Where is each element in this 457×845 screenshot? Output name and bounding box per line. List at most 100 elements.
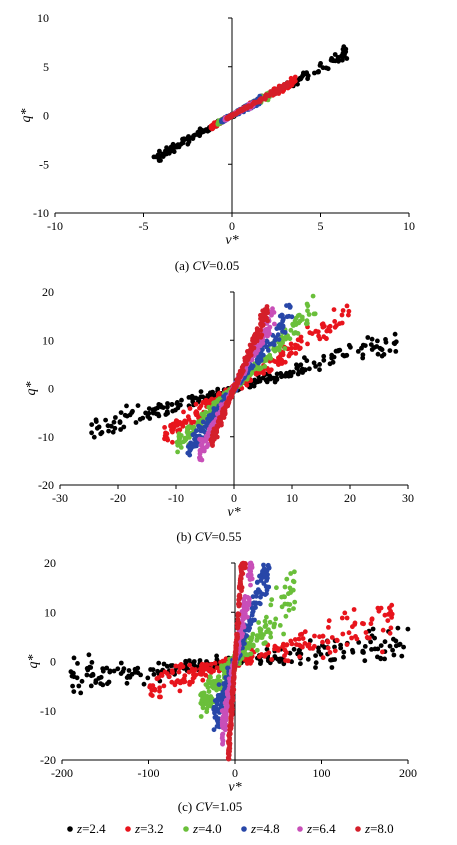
points-group xyxy=(89,293,399,463)
data-point-z=6.4 xyxy=(245,572,251,578)
data-point-z=3.2 xyxy=(289,641,295,647)
data-point-z=3.2 xyxy=(181,409,186,415)
data-point-z=4.0 xyxy=(283,613,289,619)
data-point-z=3.2 xyxy=(164,436,170,441)
data-point-z=2.4 xyxy=(362,658,368,664)
data-point-z=3.2 xyxy=(164,431,170,437)
data-point-z=8.0 xyxy=(240,368,245,373)
data-point-z=2.4 xyxy=(391,652,397,658)
data-point-z=3.2 xyxy=(148,692,154,697)
data-point-z=2.4 xyxy=(90,671,96,677)
data-point-z=3.2 xyxy=(162,425,168,430)
data-point-z=6.4 xyxy=(270,306,275,312)
data-point-z=2.4 xyxy=(121,666,127,672)
data-point-z=2.4 xyxy=(111,419,117,425)
data-point-z=3.2 xyxy=(278,360,283,365)
data-point-z=3.2 xyxy=(327,650,333,655)
data-point-z=2.4 xyxy=(113,415,118,420)
data-point-z=2.4 xyxy=(79,678,85,684)
data-point-z=4.8 xyxy=(250,594,256,600)
data-point-z=2.4 xyxy=(355,349,361,354)
data-point-z=4.0 xyxy=(203,409,209,415)
data-point-z=2.4 xyxy=(257,378,262,384)
data-point-z=2.4 xyxy=(156,660,162,666)
y-axis-label: q* xyxy=(19,109,34,123)
data-point-z=2.4 xyxy=(359,345,364,351)
data-point-z=4.8 xyxy=(214,699,220,705)
data-point-z=3.2 xyxy=(205,400,210,406)
data-point-z=2.4 xyxy=(360,648,366,654)
data-point-z=3.2 xyxy=(388,625,394,631)
data-point-z=3.2 xyxy=(342,610,348,616)
data-point-z=2.4 xyxy=(165,404,170,410)
data-point-z=4.0 xyxy=(287,336,293,342)
legend-label: z=8.0 xyxy=(364,821,394,836)
data-point-z=8.0 xyxy=(219,409,225,414)
data-point-z=4.8 xyxy=(272,338,278,343)
data-point-z=4.0 xyxy=(199,691,204,697)
data-point-z=3.2 xyxy=(181,679,186,685)
data-point-z=8.0 xyxy=(225,751,231,757)
data-point-z=4.0 xyxy=(254,638,260,643)
data-point-z=2.4 xyxy=(383,337,388,342)
data-point-z=4.0 xyxy=(185,424,191,430)
data-point-z=6.4 xyxy=(199,457,205,463)
legend-marker xyxy=(297,826,303,832)
data-point-z=4.8 xyxy=(253,600,259,606)
data-point-z=2.4 xyxy=(190,136,196,142)
data-point-z=8.0 xyxy=(239,588,244,594)
data-point-z=2.4 xyxy=(100,666,106,671)
data-point-z=3.2 xyxy=(344,642,350,647)
data-point-z=8.0 xyxy=(226,739,232,745)
data-point-z=3.2 xyxy=(317,634,322,640)
chart-caption: (c) CV=1.05 xyxy=(178,799,242,814)
data-point-z=4.0 xyxy=(282,346,288,351)
data-point-z=2.4 xyxy=(341,654,346,660)
data-point-z=4.0 xyxy=(311,311,317,317)
data-point-z=2.4 xyxy=(298,661,303,667)
x-tick-label: 5 xyxy=(318,219,324,233)
data-point-z=4.0 xyxy=(262,618,268,624)
data-point-z=8.0 xyxy=(236,601,241,607)
data-point-z=2.4 xyxy=(316,649,322,654)
data-point-z=2.4 xyxy=(316,645,321,651)
data-point-z=4.8 xyxy=(211,727,217,733)
data-point-z=8.0 xyxy=(232,660,238,665)
data-point-z=2.4 xyxy=(375,654,380,660)
data-point-z=8.0 xyxy=(229,703,235,709)
data-point-z=4.0 xyxy=(272,621,277,627)
data-point-z=4.0 xyxy=(267,619,273,625)
data-point-z=4.0 xyxy=(210,680,216,685)
data-point-z=2.4 xyxy=(88,683,94,689)
data-point-z=2.4 xyxy=(156,153,162,159)
data-point-z=2.4 xyxy=(71,670,76,676)
data-point-z=2.4 xyxy=(112,425,118,431)
data-point-z=3.2 xyxy=(320,639,325,645)
data-point-z=3.2 xyxy=(286,353,292,359)
data-point-z=3.2 xyxy=(326,324,332,330)
data-point-z=3.2 xyxy=(248,656,254,662)
data-point-z=4.8 xyxy=(257,353,263,359)
data-point-z=3.2 xyxy=(339,320,345,326)
data-point-z=2.4 xyxy=(317,362,322,367)
data-point-z=4.8 xyxy=(282,330,288,335)
data-point-z=4.0 xyxy=(305,321,310,326)
data-point-z=3.2 xyxy=(175,678,181,683)
data-point-z=2.4 xyxy=(75,661,80,666)
data-point-z=4.8 xyxy=(262,592,268,597)
data-point-z=3.2 xyxy=(173,663,179,669)
data-point-z=3.2 xyxy=(272,643,278,649)
data-point-z=3.2 xyxy=(206,666,211,672)
data-point-z=2.4 xyxy=(350,649,356,655)
data-point-z=4.0 xyxy=(288,571,294,576)
data-point-z=8.0 xyxy=(230,694,236,700)
data-point-z=3.2 xyxy=(169,427,174,433)
data-point-z=2.4 xyxy=(138,672,144,678)
data-point-z=3.2 xyxy=(299,631,305,637)
data-point-z=2.4 xyxy=(111,668,117,674)
data-point-z=2.4 xyxy=(156,158,162,164)
data-point-z=2.4 xyxy=(287,650,293,656)
data-point-z=2.4 xyxy=(93,678,99,683)
data-point-z=4.8 xyxy=(221,394,226,399)
